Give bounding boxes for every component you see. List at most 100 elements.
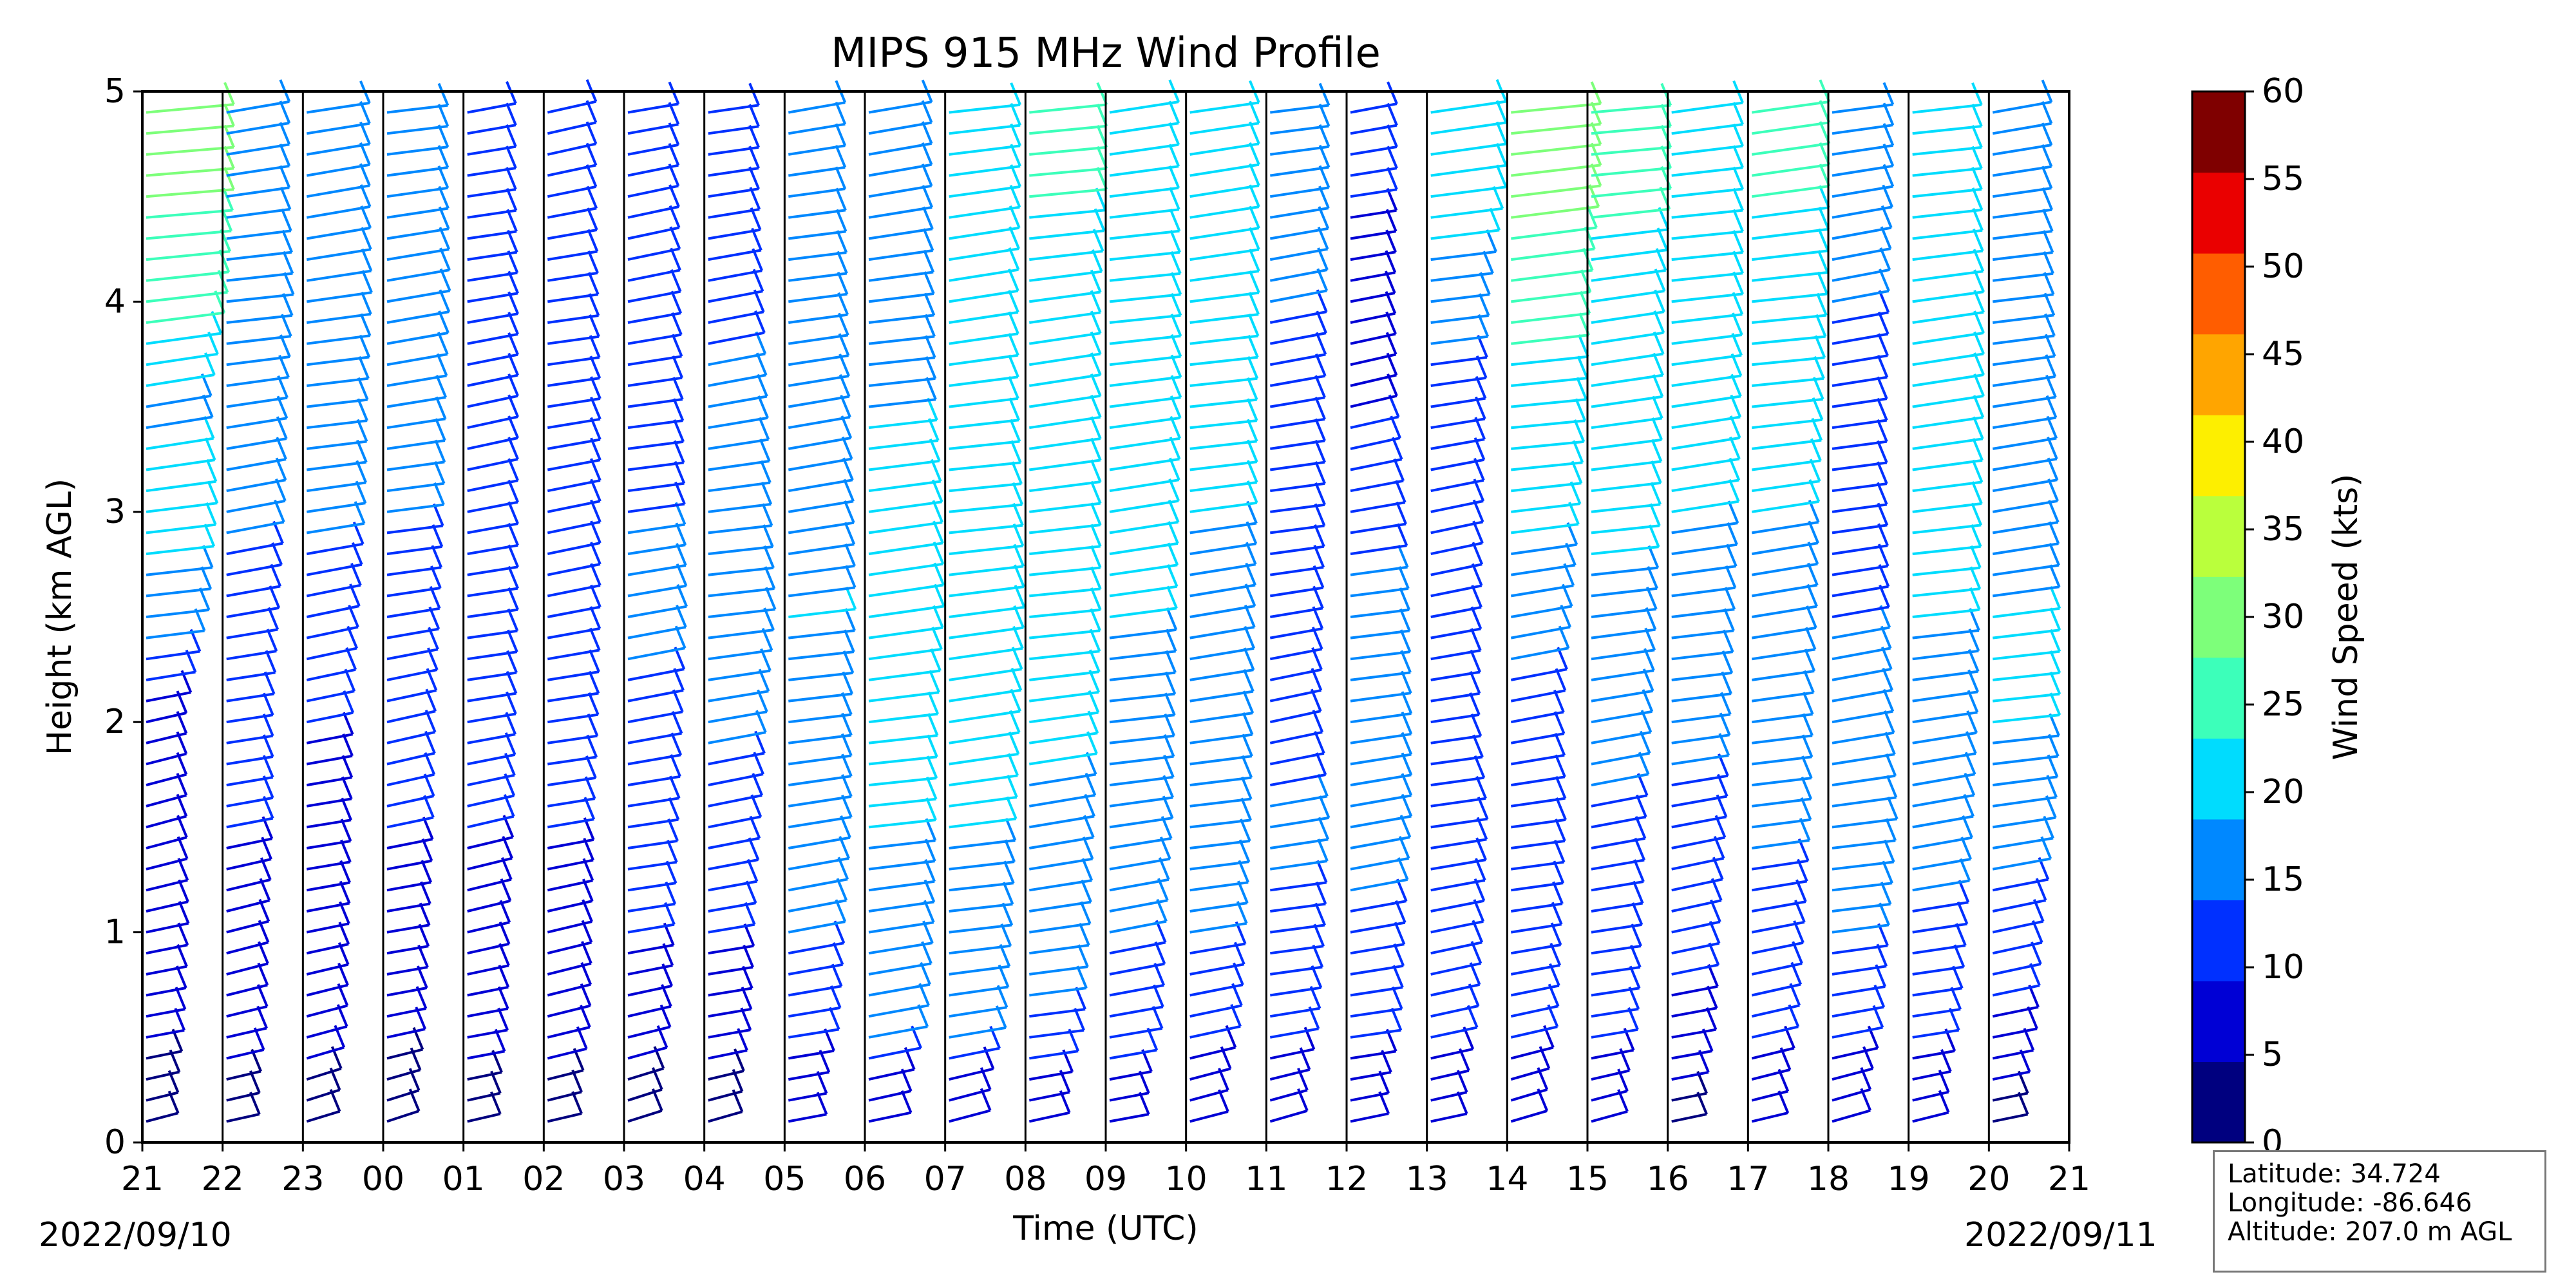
wind-barb xyxy=(788,230,846,240)
wind-barb-flag xyxy=(1168,499,1180,523)
wind-barb-flag xyxy=(1879,269,1890,292)
wind-barb xyxy=(1992,878,2049,892)
wind-barb xyxy=(1832,585,1889,598)
wind-barb xyxy=(146,1091,179,1102)
wind-barb xyxy=(1671,629,1734,639)
wind-barb xyxy=(708,249,762,261)
wind-barb xyxy=(306,881,350,892)
wind-barb xyxy=(788,166,846,177)
wind-barb xyxy=(1671,334,1743,345)
wind-barb-flag xyxy=(1078,922,1090,946)
wind-barb xyxy=(146,209,233,219)
wind-barb-flag xyxy=(1577,355,1589,379)
wind-barb-flag xyxy=(1555,775,1567,799)
wind-barb xyxy=(1270,524,1325,535)
wind-barb xyxy=(868,356,935,366)
wind-barb xyxy=(788,1006,841,1018)
wind-barb xyxy=(1752,356,1825,366)
wind-barb xyxy=(547,250,598,261)
wind-barb xyxy=(1189,355,1258,366)
wind-barb-flag xyxy=(1153,984,1164,1008)
wind-barb xyxy=(1591,1007,1639,1018)
wind-barb-flag xyxy=(2047,500,2060,523)
wind-barb xyxy=(949,565,1024,576)
wind-barb-flag xyxy=(1971,459,1984,483)
wind-barb xyxy=(1189,248,1260,261)
wind-barb xyxy=(386,1048,423,1060)
wind-barb xyxy=(1109,272,1181,282)
wind-barb xyxy=(1109,755,1174,766)
wind-barb-flag xyxy=(585,164,598,187)
wind-barb-flag xyxy=(933,520,944,544)
wind-barb xyxy=(146,587,211,598)
wind-barb-flag xyxy=(1163,734,1175,757)
wind-barb xyxy=(1189,881,1249,892)
wind-barb xyxy=(788,586,855,598)
wind-barb xyxy=(949,774,1018,787)
wind-barb-flag xyxy=(1010,688,1021,712)
wind-barb-flag xyxy=(1958,880,1970,903)
wind-barb xyxy=(949,268,1019,282)
wind-barb xyxy=(1269,374,1326,387)
wind-barb xyxy=(1109,878,1170,892)
wind-barb-flag xyxy=(506,629,518,652)
wind-barb xyxy=(547,185,596,198)
wind-barb xyxy=(1109,520,1179,535)
wind-barb xyxy=(1912,836,1973,849)
wind-barb-flag xyxy=(1479,272,1491,295)
wind-barb-flag xyxy=(923,271,935,294)
barb-column-05 xyxy=(788,80,857,1123)
wind-barb xyxy=(1752,777,1812,787)
wind-barb-flag xyxy=(587,713,599,737)
wind-barb-flag xyxy=(836,230,848,253)
wind-barb xyxy=(467,188,516,198)
wind-barb xyxy=(708,649,772,661)
wind-barb xyxy=(1430,1047,1473,1060)
wind-barb xyxy=(306,776,352,787)
wind-barb xyxy=(467,145,516,156)
wind-barb xyxy=(1671,565,1737,576)
wind-barb-flag xyxy=(1242,734,1253,757)
wind-barb xyxy=(1430,649,1481,661)
wind-barb-flag xyxy=(1876,440,1888,464)
barb-column-06 xyxy=(868,79,945,1123)
barb-column-16 xyxy=(1671,80,1744,1123)
wind-barb-flag xyxy=(1804,649,1816,672)
wind-barb-flag xyxy=(1316,860,1328,884)
wind-barb xyxy=(627,226,680,240)
wind-barb xyxy=(1430,1005,1479,1018)
wind-barb-flag xyxy=(174,1008,186,1031)
wind-barb xyxy=(1591,731,1651,744)
wind-barb-flag xyxy=(665,860,677,884)
wind-barb-flag xyxy=(669,226,681,250)
wind-barb xyxy=(1912,290,1984,303)
wind-barb xyxy=(1671,415,1741,430)
wind-barb-flag xyxy=(358,355,370,379)
wind-barb xyxy=(1832,882,1893,892)
wind-barb xyxy=(1993,671,2060,681)
wind-barb xyxy=(1832,482,1888,493)
wind-barb-flag xyxy=(665,881,677,905)
wind-barb xyxy=(1752,292,1828,303)
wind-barb xyxy=(868,626,943,639)
wind-barb-flag xyxy=(1721,671,1732,694)
wind-barb-flag xyxy=(748,837,760,860)
wind-barb-flag xyxy=(1472,734,1484,758)
wind-barb-flag xyxy=(673,440,685,464)
wind-barb xyxy=(226,941,269,955)
x-tick-label: 15 xyxy=(1566,1160,1609,1198)
wind-barb xyxy=(788,292,848,303)
wind-barb xyxy=(1511,290,1591,303)
wind-barb-flag xyxy=(1569,481,1582,504)
wind-barb xyxy=(1189,1004,1242,1018)
wind-barb-flag xyxy=(757,395,769,419)
wind-barb-flag xyxy=(202,394,214,418)
wind-barb xyxy=(146,270,229,282)
wind-barb-flag xyxy=(764,587,777,610)
wind-barb xyxy=(1350,353,1397,366)
wind-barb xyxy=(1029,900,1092,913)
wind-barb xyxy=(1993,775,2058,787)
wind-barb xyxy=(708,710,768,724)
wind-barb xyxy=(226,335,292,345)
wind-barb xyxy=(146,1050,182,1060)
